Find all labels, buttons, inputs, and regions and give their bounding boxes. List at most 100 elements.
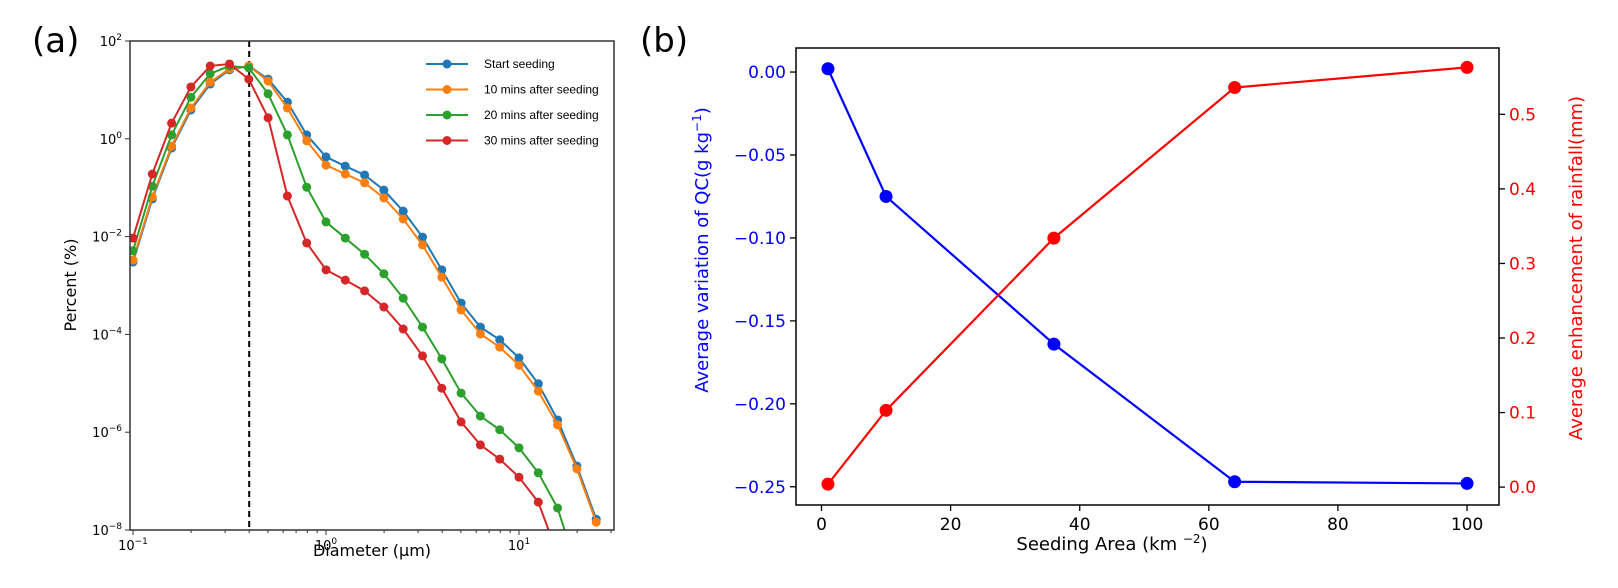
data-point xyxy=(437,272,447,282)
panel-b-ylabel-left-sup: −1 xyxy=(690,114,704,132)
legend-marker xyxy=(442,136,452,145)
data-point xyxy=(379,185,389,195)
data-point xyxy=(321,217,331,227)
data-point xyxy=(495,342,505,352)
panel-b-ylabel-left-text: Average variation of QC(g kg xyxy=(692,132,713,393)
y-tick-label-exp: −4 xyxy=(109,326,123,336)
data-point xyxy=(360,249,370,259)
panel-b-ylabel-left: Average variation of QC(g kg−1) xyxy=(690,107,713,393)
data-point xyxy=(167,118,177,128)
data-point xyxy=(379,193,389,203)
data-point xyxy=(1460,476,1474,490)
series-line xyxy=(827,66,1468,485)
legend-marker xyxy=(442,59,452,69)
data-point xyxy=(398,324,408,334)
y-tick-label-exp: 0 xyxy=(116,131,122,141)
series-line xyxy=(826,68,1468,485)
data-point xyxy=(533,379,543,389)
legend-item: Start seeding xyxy=(426,57,555,71)
data-point xyxy=(514,353,524,363)
data-point xyxy=(418,240,427,250)
x-tick-label: 80 xyxy=(1327,515,1349,535)
y-tick-label-base: 10 xyxy=(92,426,109,441)
data-point xyxy=(147,169,157,179)
data-point xyxy=(572,464,582,474)
y-left-tick-label: −0.15 xyxy=(734,312,786,332)
x-tick-label: 60 xyxy=(1198,515,1220,535)
y-tick-label-base: 10 xyxy=(100,133,117,148)
panel-b-ylabel-right: Average enhancement of rainfall(mm) xyxy=(1566,96,1587,440)
data-point xyxy=(1047,231,1061,245)
y-right-tick-label: 0.4 xyxy=(1509,180,1536,200)
y-tick-label-base: 10 xyxy=(92,524,109,539)
data-point xyxy=(263,113,273,123)
series-10-mins-after-seeding xyxy=(130,61,601,527)
legend-label: 20 mins after seeding xyxy=(484,108,599,122)
data-point xyxy=(456,305,466,315)
y-tick-label-base: 10 xyxy=(100,35,117,50)
panel-b-xlabel: Seeding Area (km −2) xyxy=(1016,532,1207,555)
data-point xyxy=(437,383,447,393)
data-point xyxy=(398,206,408,216)
data-point xyxy=(879,189,893,203)
x-tick-label-base: 10 xyxy=(315,539,332,554)
data-point xyxy=(205,69,215,79)
y-tick-label-exp: −6 xyxy=(109,424,123,434)
y-tick-label: 102 xyxy=(100,33,122,50)
data-point xyxy=(263,76,273,86)
data-point xyxy=(572,565,581,574)
y-right-tick-label: 0.2 xyxy=(1509,329,1536,349)
data-point xyxy=(263,89,273,99)
series-30-mins-after-seeding xyxy=(130,59,562,559)
x-tick-label: 100 xyxy=(315,537,338,554)
data-point xyxy=(1228,81,1242,95)
y-tick-label: 10−2 xyxy=(92,229,122,246)
data-point xyxy=(514,443,524,453)
data-point xyxy=(205,77,215,87)
panel-b-tick-labels: 0 20 40 60 80 100 0.00 −0.05 −0.10 −0.15 −0.20 −0.2… xyxy=(734,63,1536,535)
data-point xyxy=(321,152,331,162)
data-point xyxy=(340,275,350,285)
x-tick-label: 10−1 xyxy=(118,537,148,554)
panel-b: (b) 0 20 40 60 80 100 0.00 −0.05 −0.10 −0.15 −0.20… xyxy=(640,21,1587,555)
panel-a-series xyxy=(130,59,601,574)
panel-b-ticks xyxy=(790,71,1505,511)
data-point xyxy=(360,178,370,188)
x-tick-label: 100 xyxy=(1451,515,1483,535)
legend-item: 20 mins after seeding xyxy=(426,108,599,122)
data-point xyxy=(495,425,505,435)
panel-a-xlabel: Diameter (µm) xyxy=(313,541,431,560)
data-point xyxy=(821,477,835,491)
data-point xyxy=(495,454,505,464)
data-point xyxy=(533,386,543,396)
y-tick-label: 10−6 xyxy=(92,424,122,441)
panel-b-xlabel-text: Seeding Area (km xyxy=(1016,534,1182,555)
data-point xyxy=(495,335,505,345)
data-point xyxy=(398,293,408,303)
x-tick-label: 20 xyxy=(940,515,962,535)
panel-b-series xyxy=(821,60,1474,491)
data-point xyxy=(282,103,292,113)
legend-label: 30 mins after seeding xyxy=(484,134,599,148)
panel-b-xlabel-end: ) xyxy=(1201,534,1208,555)
data-point xyxy=(340,161,350,171)
data-point xyxy=(475,329,485,339)
data-point xyxy=(418,232,427,242)
y-tick-label-exp: 2 xyxy=(116,33,122,43)
y-tick-label-exp: −8 xyxy=(109,522,123,532)
legend-label: Start seeding xyxy=(484,57,555,71)
data-point xyxy=(282,130,292,140)
data-point xyxy=(186,103,196,113)
y-right-tick-label: 0.1 xyxy=(1509,404,1536,424)
data-point xyxy=(360,286,370,296)
data-point xyxy=(475,411,485,421)
data-point xyxy=(1047,337,1061,351)
legend-item: 30 mins after seeding xyxy=(426,134,599,148)
x-tick-label-base: 10 xyxy=(508,539,525,554)
data-point xyxy=(130,246,138,256)
y-right-tick-label: 0.0 xyxy=(1509,478,1536,498)
data-point xyxy=(302,136,312,146)
data-point xyxy=(553,550,562,559)
